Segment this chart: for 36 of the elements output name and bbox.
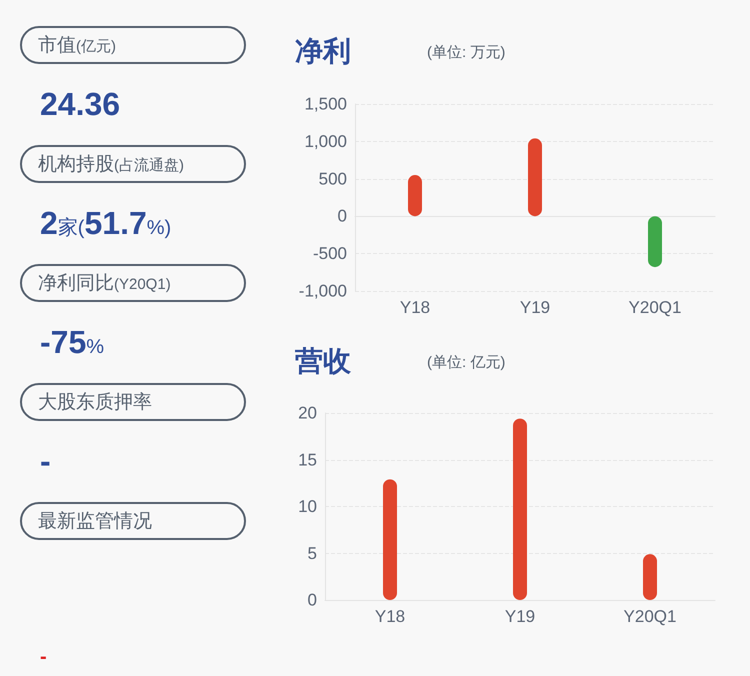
text: 大股东质押率 bbox=[38, 392, 152, 413]
y-tick-label: 15 bbox=[298, 450, 317, 470]
y-tick-label: 20 bbox=[298, 404, 317, 422]
chart-subtitle: (单位: 亿元) bbox=[427, 354, 506, 371]
text: 2家(51.7%) bbox=[40, 205, 172, 241]
text: 24.36 bbox=[40, 86, 120, 122]
chart-title: 营收 bbox=[294, 346, 352, 376]
bar bbox=[513, 418, 527, 600]
text: 净利同比(Y20Q1) bbox=[38, 273, 171, 294]
x-tick-label: Y20Q1 bbox=[624, 607, 676, 626]
text: - bbox=[40, 443, 51, 479]
y-tick-label: -1,000 bbox=[298, 282, 347, 300]
x-tick-label: Y19 bbox=[504, 607, 536, 626]
y-tick-label: 1,500 bbox=[304, 94, 347, 114]
y-tick-label: 10 bbox=[298, 497, 317, 516]
y-tick-label: 1,000 bbox=[304, 132, 347, 151]
text: -75% bbox=[40, 324, 104, 360]
y-tick-label: 5 bbox=[308, 544, 317, 563]
y-tick-label: -500 bbox=[312, 244, 347, 264]
x-tick-label: Y18 bbox=[374, 607, 406, 626]
bar bbox=[528, 138, 542, 216]
text: 机构持股(占流通盘) bbox=[38, 154, 184, 175]
chart-title: 净利 bbox=[295, 36, 351, 66]
x-tick-label: Y19 bbox=[520, 298, 550, 317]
text: - bbox=[40, 646, 47, 669]
bar bbox=[643, 554, 657, 600]
y-tick-label: 0 bbox=[338, 206, 347, 226]
y-tick-label: 500 bbox=[318, 169, 347, 188]
text: 市值(亿元) bbox=[38, 35, 116, 56]
x-tick-label: Y18 bbox=[400, 298, 430, 317]
bar bbox=[383, 479, 397, 600]
y-tick-label: 0 bbox=[308, 590, 317, 610]
x-tick-label: Y20Q1 bbox=[628, 298, 682, 317]
chart-subtitle: (单位: 万元) bbox=[427, 44, 506, 61]
text: 最新监管情况 bbox=[38, 511, 152, 532]
bar bbox=[648, 216, 662, 268]
